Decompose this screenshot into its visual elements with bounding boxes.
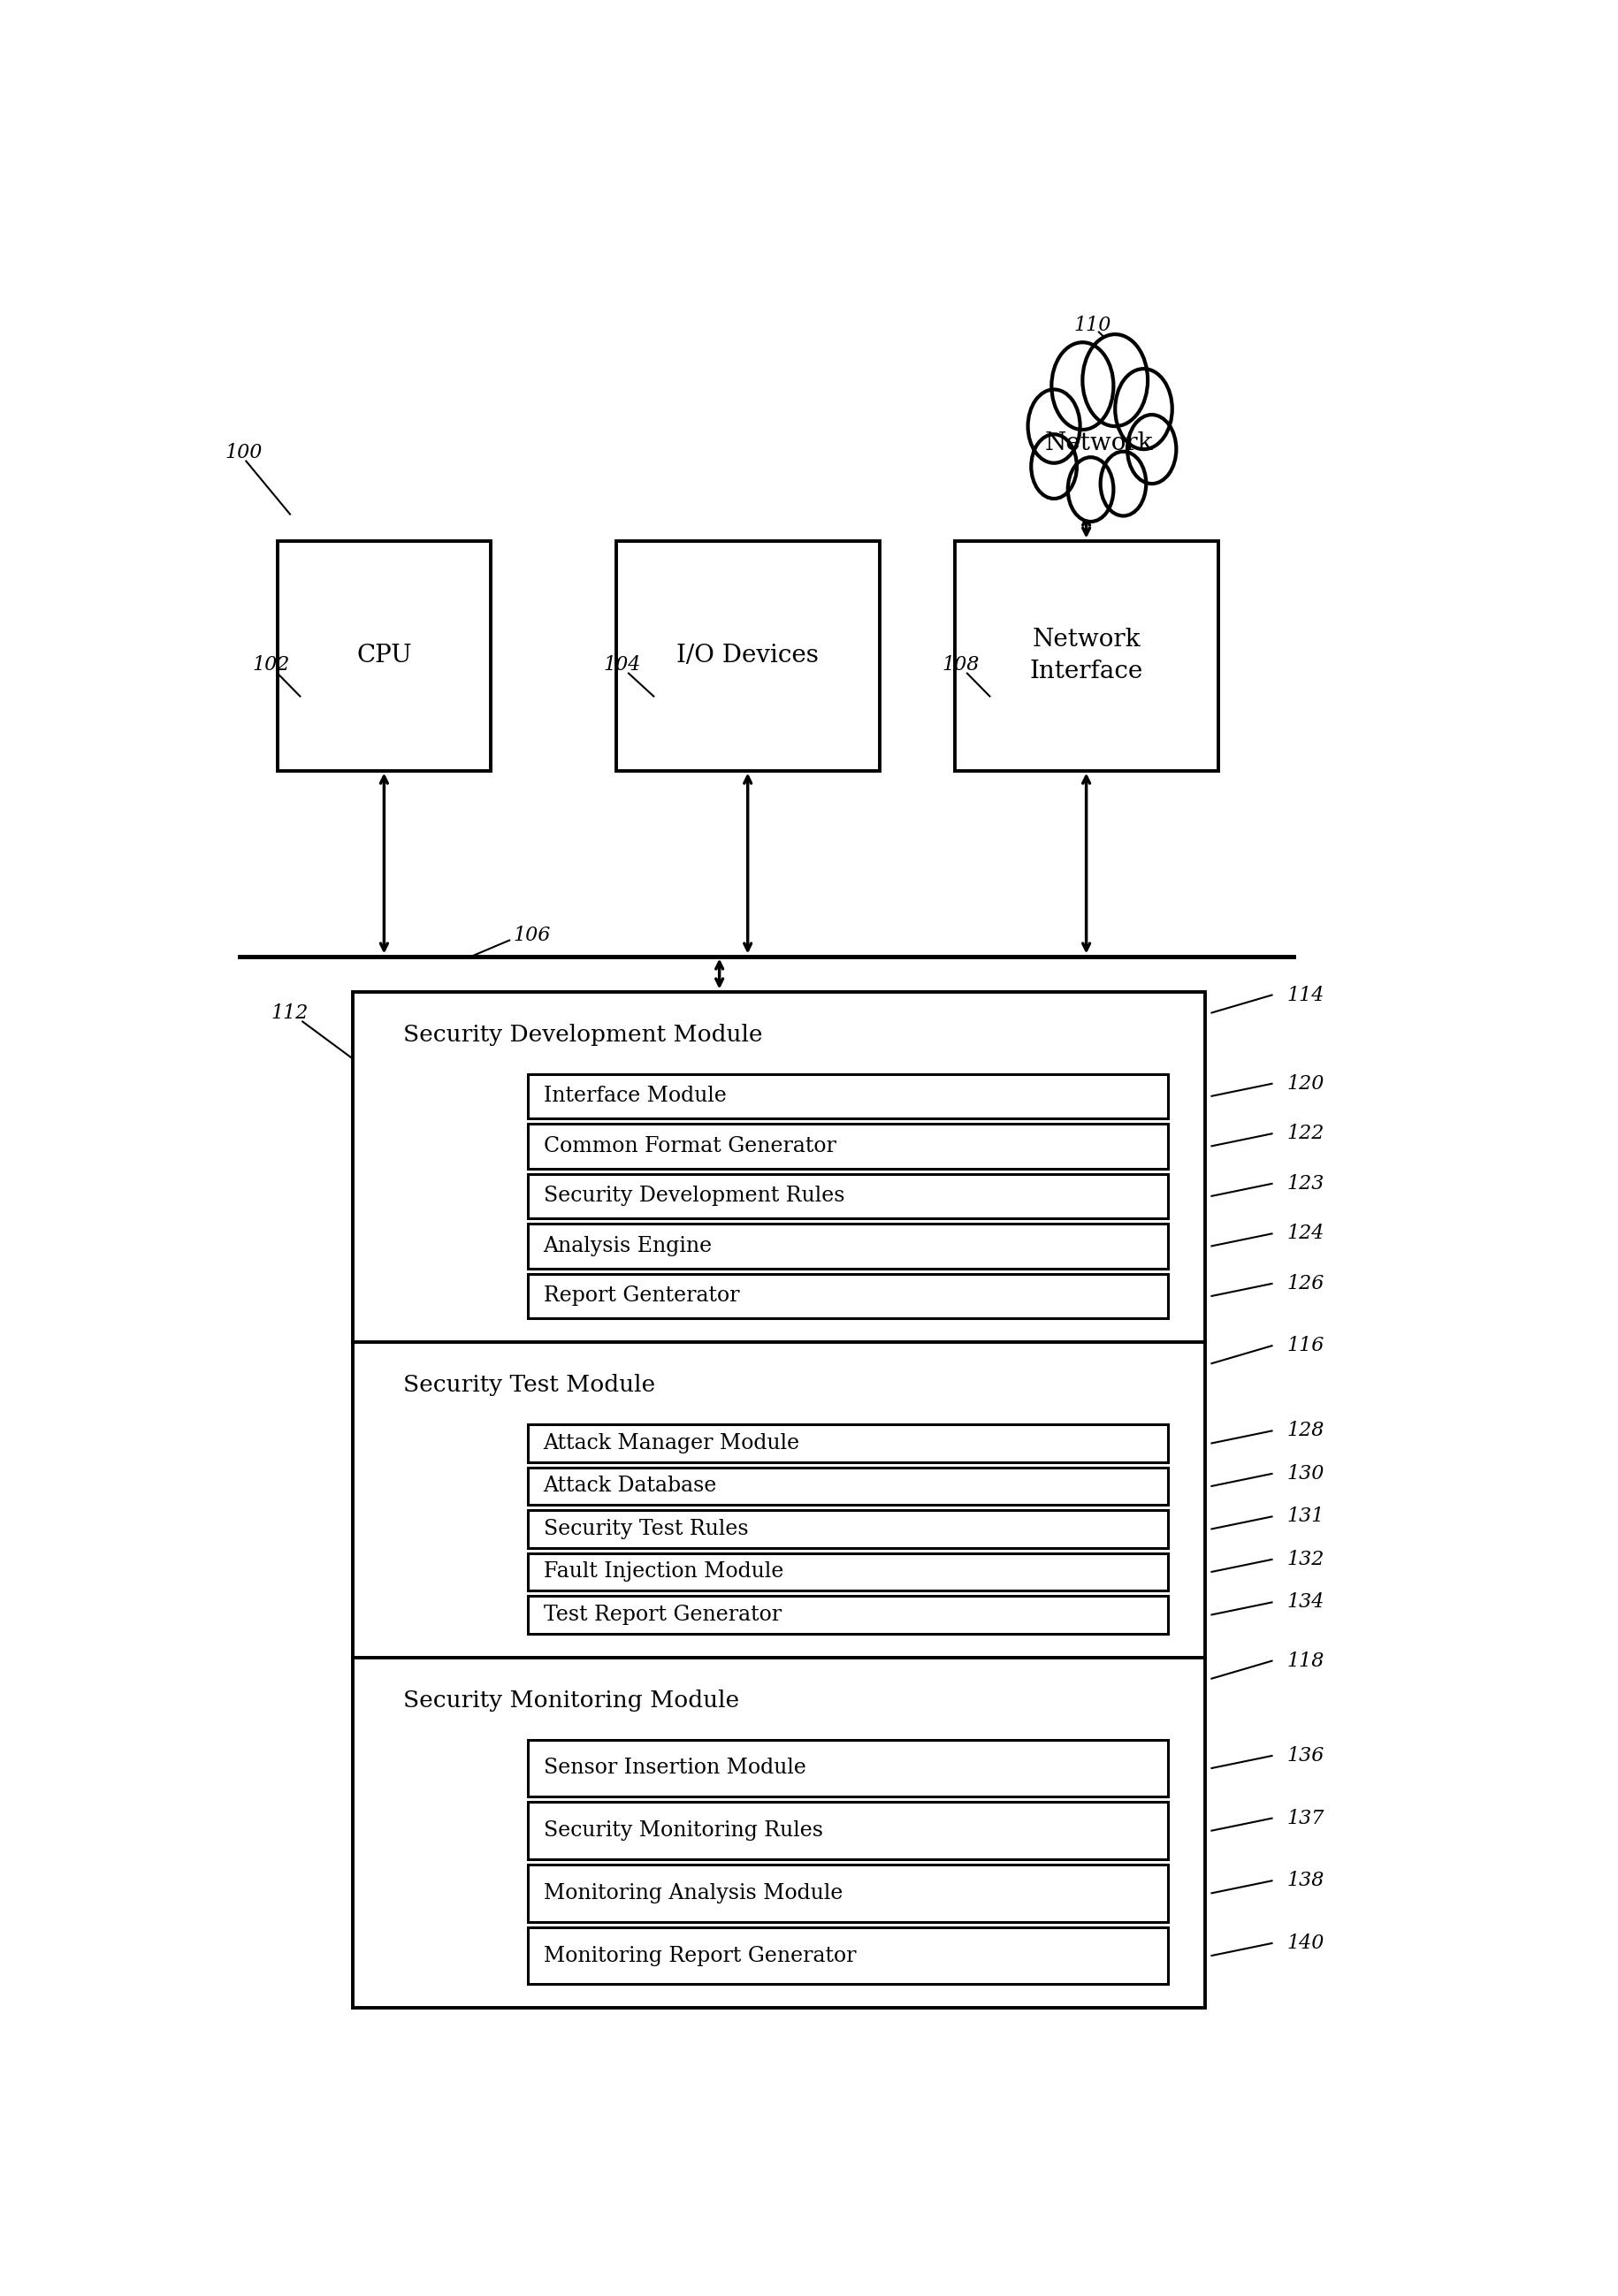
Text: 136: 136 [1286,1745,1325,1766]
Circle shape [1068,457,1113,521]
Text: Analysis Engine: Analysis Engine [544,1235,712,1256]
Text: Interface Module: Interface Module [544,1086,726,1107]
Bar [955,542,1218,771]
Text: 126: 126 [1286,1274,1325,1293]
Text: 108: 108 [942,654,979,675]
Text: 128: 128 [1286,1421,1325,1440]
Text: 132: 132 [1286,1550,1325,1568]
Text: Security Monitoring Module: Security Monitoring Module [403,1690,739,1711]
Text: 112: 112 [272,1003,309,1022]
Text: Security Test Rules: Security Test Rules [544,1520,748,1538]
Text: Security Test Module: Security Test Module [403,1373,655,1396]
Circle shape [1027,390,1081,464]
Bar [527,1224,1168,1267]
Bar [527,1740,1168,1798]
Bar [527,1075,1168,1118]
Bar [527,1802,1168,1860]
Circle shape [1100,452,1146,517]
Text: 130: 130 [1286,1465,1325,1483]
Text: 124: 124 [1286,1224,1325,1244]
Text: 102: 102 [252,654,290,675]
Text: Security Development Module: Security Development Module [403,1024,762,1045]
Text: 100: 100 [225,443,262,461]
Bar [616,542,880,771]
Text: 138: 138 [1286,1871,1325,1890]
Text: Attack Database: Attack Database [544,1476,717,1497]
Text: Monitoring Analysis Module: Monitoring Analysis Module [544,1883,843,1903]
Text: Monitoring Report Generator: Monitoring Report Generator [544,1945,856,1965]
Text: Security Development Rules: Security Development Rules [544,1187,845,1205]
Text: 114: 114 [1286,985,1325,1006]
Bar [527,1424,1168,1463]
Bar [353,992,1205,2009]
Text: 131: 131 [1286,1506,1325,1527]
Bar [527,1552,1168,1591]
Bar [527,1926,1168,1984]
Bar [278,542,490,771]
Text: 120: 120 [1286,1075,1325,1093]
Bar [527,1511,1168,1548]
Text: Sensor Insertion Module: Sensor Insertion Module [544,1759,806,1779]
Text: Security Monitoring Rules: Security Monitoring Rules [544,1821,822,1841]
Circle shape [1052,342,1113,429]
Text: Fault Injection Module: Fault Injection Module [544,1561,783,1582]
Text: 116: 116 [1286,1336,1325,1355]
Circle shape [1128,416,1176,484]
Text: 137: 137 [1286,1809,1325,1828]
Text: 104: 104 [604,654,641,675]
Bar [527,1864,1168,1922]
Text: Network: Network [1045,432,1154,455]
Text: CPU: CPU [356,643,411,668]
Text: 110: 110 [1074,315,1112,335]
Text: 118: 118 [1286,1651,1325,1671]
Text: 106: 106 [513,925,550,944]
Circle shape [1031,434,1078,498]
Text: 122: 122 [1286,1125,1325,1143]
Text: Attack Manager Module: Attack Manager Module [544,1433,799,1453]
Circle shape [1082,335,1147,427]
Text: Report Genterator: Report Genterator [544,1286,739,1306]
Bar [527,1123,1168,1169]
Circle shape [1115,370,1171,450]
Text: Network
Interface: Network Interface [1029,629,1142,684]
Bar [527,1467,1168,1504]
Text: Common Format Generator: Common Format Generator [544,1137,837,1157]
Text: 134: 134 [1286,1593,1325,1612]
Text: Test Report Generator: Test Report Generator [544,1605,781,1626]
Bar [527,1173,1168,1219]
Text: 123: 123 [1286,1173,1325,1194]
Bar [527,1596,1168,1632]
Bar [527,1274,1168,1318]
Text: I/O Devices: I/O Devices [676,643,819,668]
Text: 140: 140 [1286,1933,1325,1954]
